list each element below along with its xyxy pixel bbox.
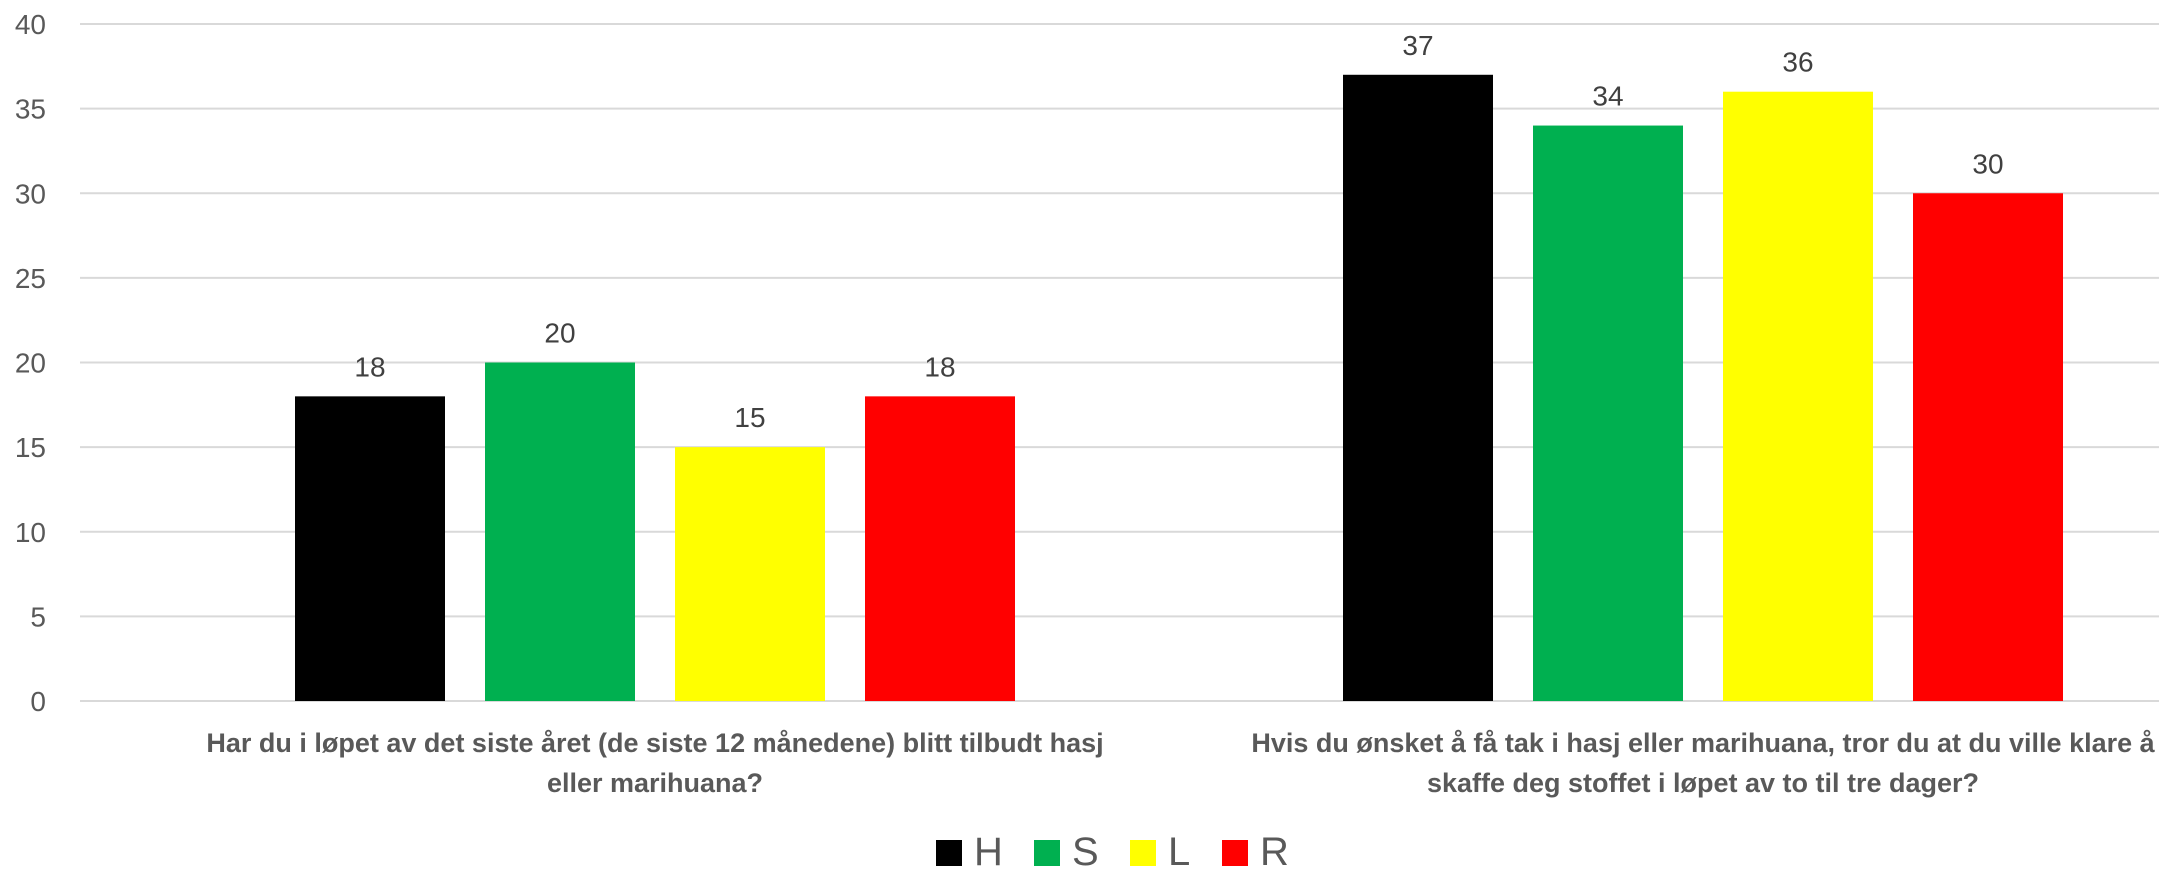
category-label: Hvis du ønsket å få tak i hasj eller mar… xyxy=(1251,728,2155,758)
y-tick-label: 40 xyxy=(15,9,46,40)
bar-h xyxy=(1343,74,1493,701)
bar-l xyxy=(1723,91,1873,701)
legend-label-l: L xyxy=(1168,830,1190,869)
legend-swatch-r xyxy=(1222,840,1248,866)
y-tick-label: 20 xyxy=(15,348,46,379)
y-tick-label: 0 xyxy=(30,686,46,717)
data-label-l: 15 xyxy=(734,402,765,433)
legend-swatch-s xyxy=(1034,840,1060,866)
category-label: Har du i løpet av det siste året (de sis… xyxy=(206,728,1103,758)
data-label-r: 18 xyxy=(924,351,955,382)
legend-swatch-h xyxy=(936,840,962,866)
legend-label-s: S xyxy=(1072,830,1099,869)
y-tick-label: 35 xyxy=(15,94,46,125)
data-label-r: 30 xyxy=(1972,148,2003,179)
bars xyxy=(295,74,2063,702)
data-labels: 18 20 15 18 37 34 36 30 xyxy=(354,30,2003,433)
y-tick-label: 5 xyxy=(30,601,46,632)
data-label-s: 34 xyxy=(1592,81,1623,112)
bar-h xyxy=(295,396,445,701)
bar-r xyxy=(865,396,1015,701)
bar-l xyxy=(675,447,825,701)
legend-label-r: R xyxy=(1260,830,1289,869)
y-tick-label: 25 xyxy=(15,263,46,294)
y-tick-label: 30 xyxy=(15,178,46,209)
y-axis-ticks: 0 5 10 15 20 25 30 35 40 xyxy=(15,9,46,717)
data-label-h: 37 xyxy=(1402,30,1433,61)
y-tick-label: 15 xyxy=(15,432,46,463)
bar-r xyxy=(1913,193,2063,701)
data-label-s: 20 xyxy=(544,318,575,349)
bar-s xyxy=(1533,125,1683,702)
legend-swatch-l xyxy=(1130,840,1156,866)
y-tick-label: 10 xyxy=(15,517,46,548)
bar-s xyxy=(485,362,635,701)
data-label-h: 18 xyxy=(354,351,385,382)
category-labels: Har du i løpet av det siste året (de sis… xyxy=(206,728,2155,798)
category-label: eller marihuana? xyxy=(547,768,763,798)
data-label-l: 36 xyxy=(1782,47,1813,78)
legend-label-h: H xyxy=(974,830,1003,869)
category-label: skaffe deg stoffet i løpet av to til tre… xyxy=(1427,768,1979,798)
